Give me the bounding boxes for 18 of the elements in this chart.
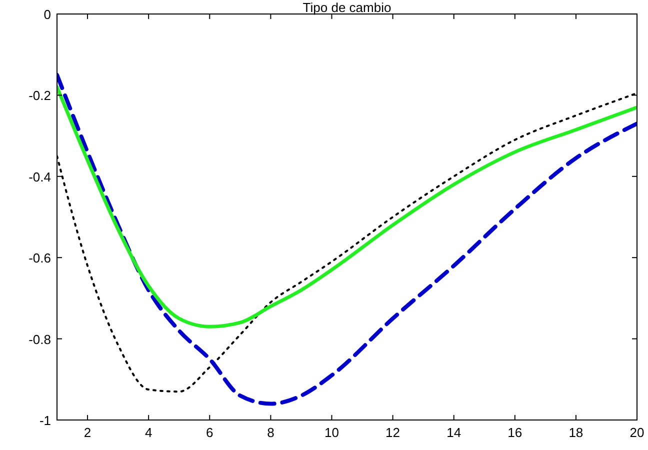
- x-tick-label: 18: [568, 425, 584, 440]
- y-tick-label: -1: [39, 413, 51, 428]
- x-tick-label: 4: [144, 425, 152, 440]
- chart-title: Tipo de cambio: [302, 0, 392, 15]
- y-tick-label: -0.6: [28, 250, 51, 266]
- x-tick-label: 12: [386, 425, 400, 440]
- y-tick-label: -0.4: [28, 169, 51, 184]
- x-tick-label: 20: [630, 425, 644, 440]
- y-tick-label: -0.8: [28, 332, 51, 347]
- x-tick-label: 8: [267, 425, 274, 440]
- x-tick-label: 16: [508, 425, 522, 440]
- x-tick-label: 6: [206, 425, 214, 440]
- y-tick-label: 0: [44, 7, 51, 22]
- x-tick-label: 14: [446, 425, 462, 440]
- x-tick-label: 10: [324, 425, 339, 440]
- line-series: [57, 85, 637, 328]
- x-tick-label: 2: [84, 425, 92, 440]
- y-tick-label: -0.2: [28, 88, 51, 104]
